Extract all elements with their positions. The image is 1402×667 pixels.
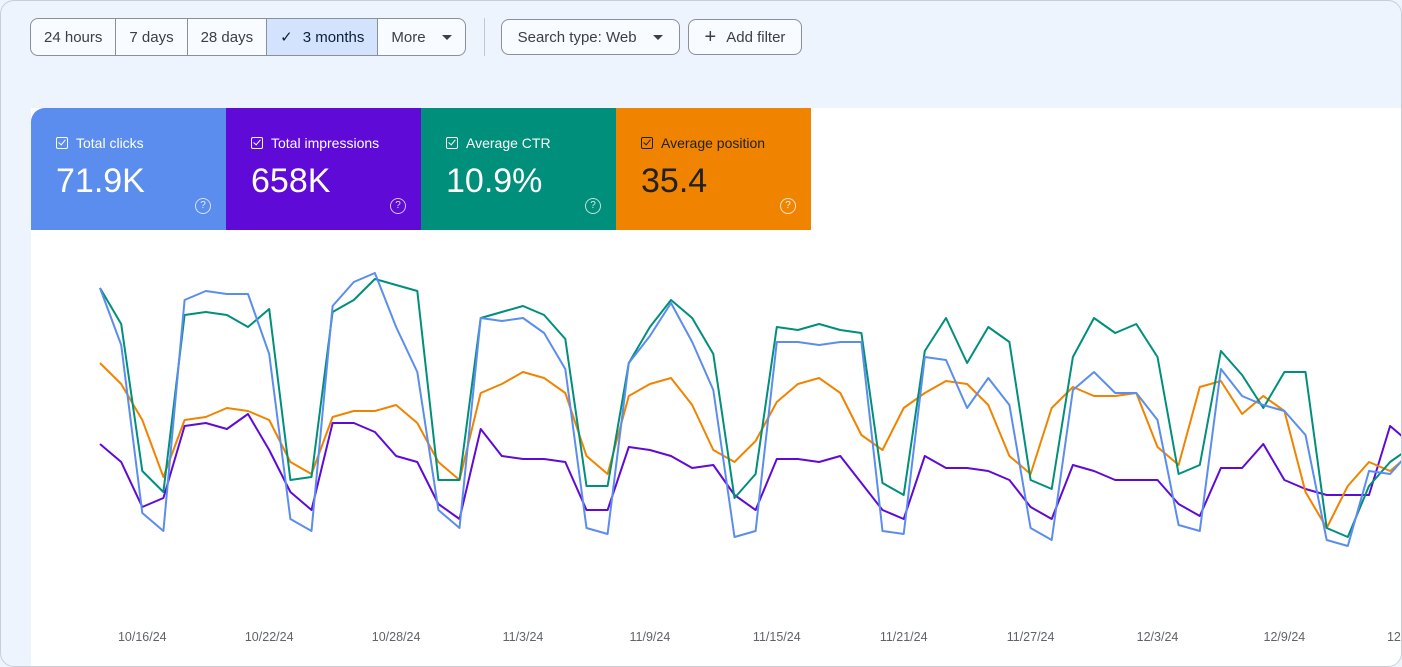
performance-line-chart: 10/16/24 10/22/24 10/28/24 11/3/24 11/9/24 11… xyxy=(99,272,1402,644)
x-tick-label: 12/15/24 xyxy=(1387,630,1402,644)
date-range-7-days[interactable]: 7 days xyxy=(116,19,188,55)
toolbar-divider xyxy=(483,18,485,56)
series-line-total-clicks xyxy=(99,272,1401,547)
metric-card-average-position[interactable]: Average position 35.4 ? xyxy=(616,108,811,230)
metric-label-text: Average CTR xyxy=(466,135,551,151)
x-tick-label: 10/22/24 xyxy=(245,630,294,644)
metric-value: 35.4 xyxy=(641,162,708,200)
checkbox-icon[interactable] xyxy=(641,137,653,149)
metric-label: Average position xyxy=(641,135,765,151)
dropdown-arrow-icon xyxy=(652,34,663,40)
add-filter-label: Add filter xyxy=(726,28,786,46)
x-tick-label: 11/27/24 xyxy=(1007,630,1055,644)
date-range-3-months[interactable]: ✓ 3 months xyxy=(267,19,379,55)
x-tick-label: 11/15/24 xyxy=(753,630,801,644)
metric-label-text: Total clicks xyxy=(76,135,144,151)
help-icon[interactable]: ? xyxy=(780,198,796,214)
search-type-dropdown[interactable]: Search type: Web xyxy=(500,19,680,55)
filter-toolbar: 24 hours 7 days 28 days ✓ 3 months More S… xyxy=(30,18,803,56)
x-tick-label: 11/3/24 xyxy=(503,630,544,644)
plus-icon: + xyxy=(704,26,717,48)
help-icon[interactable]: ? xyxy=(195,198,211,214)
add-filter-button[interactable]: + Add filter xyxy=(687,19,803,55)
date-range-24-hours[interactable]: 24 hours xyxy=(31,19,117,55)
x-tick-label: 11/21/24 xyxy=(880,630,928,644)
date-range-28-days[interactable]: 28 days xyxy=(188,19,268,55)
metric-card-average-ctr[interactable]: Average CTR 10.9% ? xyxy=(421,108,616,230)
x-tick-label: 11/9/24 xyxy=(630,630,671,644)
date-range-label: 7 days xyxy=(129,28,174,46)
date-range-label: 28 days xyxy=(200,28,254,46)
date-range-label: 24 hours xyxy=(44,28,103,46)
metric-value: 10.9% xyxy=(446,162,543,200)
metric-value: 658K xyxy=(251,162,331,200)
metric-label: Total clicks xyxy=(56,135,144,151)
date-range-label: More xyxy=(391,28,426,46)
metric-label: Total impressions xyxy=(251,135,379,151)
search-type-label: Search type: Web xyxy=(517,28,637,46)
check-icon: ✓ xyxy=(280,29,293,46)
metric-label-text: Average position xyxy=(661,135,766,151)
checkbox-icon[interactable] xyxy=(56,137,68,149)
x-tick-label: 10/28/24 xyxy=(372,630,421,644)
series-line-average-position xyxy=(99,362,1401,529)
x-tick-label: 10/16/24 xyxy=(118,630,167,644)
date-range-more-dropdown[interactable]: More xyxy=(378,19,464,55)
x-tick-label: 12/9/24 xyxy=(1264,630,1306,644)
help-icon[interactable]: ? xyxy=(585,198,601,214)
date-range-selector: 24 hours 7 days 28 days ✓ 3 months More xyxy=(30,18,466,56)
x-axis: 10/16/24 10/22/24 10/28/24 11/3/24 11/9/24 11… xyxy=(118,630,1402,644)
date-range-label: 3 months xyxy=(302,28,365,46)
metric-value: 71.9K xyxy=(56,162,145,200)
metric-label: Average CTR xyxy=(446,135,551,151)
checkbox-icon[interactable] xyxy=(251,137,263,149)
metric-card-total-impressions[interactable]: Total impressions 658K ? xyxy=(226,108,421,230)
help-icon[interactable]: ? xyxy=(390,198,406,214)
chart-series-layer xyxy=(99,272,1401,547)
series-line-average-ctr xyxy=(99,278,1401,538)
x-tick-label: 12/3/24 xyxy=(1137,630,1179,644)
dropdown-arrow-icon xyxy=(441,34,452,40)
series-line-total-impressions xyxy=(99,413,1401,520)
metric-card-total-clicks[interactable]: Total clicks 71.9K ? xyxy=(31,108,226,230)
metric-label-text: Total impressions xyxy=(271,135,380,151)
checkbox-icon[interactable] xyxy=(446,137,458,149)
metric-cards: Total clicks 71.9K ? Total impressions 6… xyxy=(31,108,811,230)
